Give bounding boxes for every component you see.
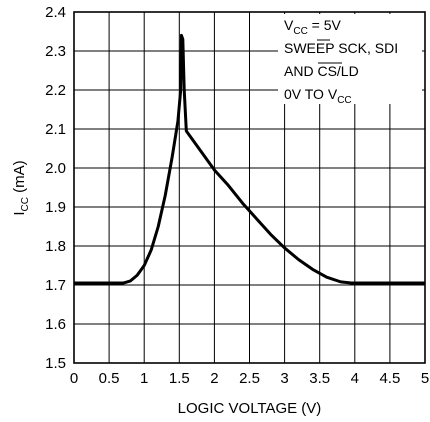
annotation-line-4: 0V TO VCC	[284, 86, 352, 106]
y-tick-label: 2.1	[45, 121, 66, 138]
y-tick-labels: 1.5 1.6 1.7 1.8 1.9 2.0 2.1 2.2 2.3 2.4	[45, 4, 66, 372]
y-tick-label: 2.3	[45, 43, 66, 60]
x-tick-label: 2.5	[239, 370, 260, 387]
plot-frame	[73, 11, 426, 364]
x-tick-label: 1	[140, 370, 148, 387]
annotation-background	[278, 14, 422, 104]
x-tick-label: 0	[70, 370, 78, 387]
annotation-line-2: SWEEP SCK, SDI	[284, 40, 398, 56]
x-tick-label: 5	[421, 370, 429, 387]
y-tick-label: 2.0	[45, 160, 66, 177]
y-tick-label: 2.4	[45, 4, 66, 21]
y-tick-label: 1.6	[45, 316, 66, 333]
y-tick-label: 1.9	[45, 199, 66, 216]
x-tick-label: 4	[351, 370, 359, 387]
y-tick-label: 1.8	[45, 238, 66, 255]
y-axis-label: ICC (mA)	[11, 160, 31, 215]
annotation-line-3: AND CS/LD	[284, 63, 359, 79]
y-tick-label: 2.2	[45, 82, 66, 99]
y-tick-label: 1.7	[45, 277, 66, 294]
x-tick-label: 2	[210, 370, 218, 387]
x-tick-label: 3.5	[309, 370, 330, 387]
x-tick-labels: 0 0.5 1 1.5 2 2.5 3 3.5 4 4.5 5	[70, 370, 429, 387]
series-line-icc	[74, 33, 425, 285]
x-tick-label: 4.5	[379, 370, 400, 387]
x-tick-label: 3	[280, 370, 288, 387]
y-tick-label: 1.5	[45, 355, 66, 372]
annotation: VCC = 5V SWEEP SCK, SDI AND CS/LD 0V TO …	[284, 17, 398, 106]
x-axis-label: LOGIC VOLTAGE (V)	[178, 400, 322, 417]
annotation-line-1: VCC = 5V	[284, 17, 342, 37]
x-tick-label: 0.5	[99, 370, 120, 387]
x-tick-label: 1.5	[169, 370, 190, 387]
